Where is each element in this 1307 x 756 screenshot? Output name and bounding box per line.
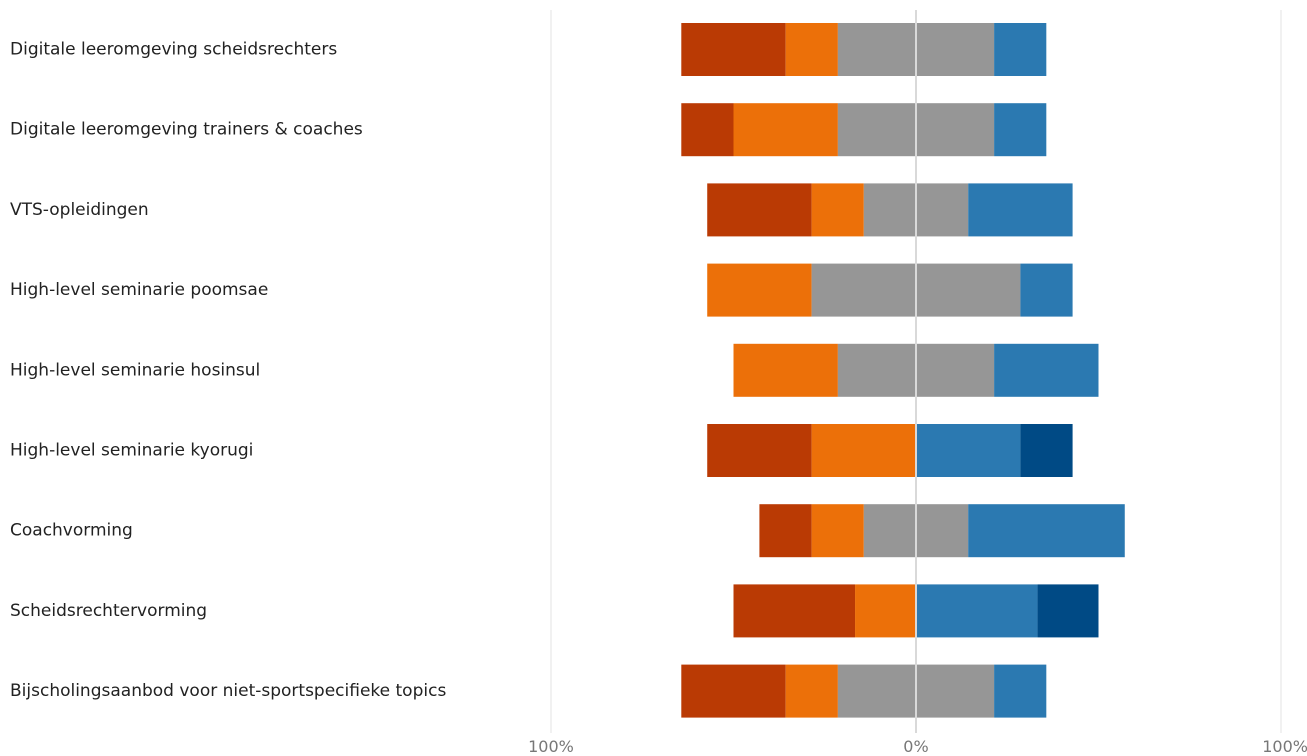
- bar-segment: [855, 584, 916, 638]
- category-label: Digitale leeromgeving trainers & coaches: [10, 120, 363, 140]
- bar-segment: [707, 424, 812, 477]
- category-label: Scheidsrechtervorming: [10, 601, 207, 621]
- bar-segment: [707, 183, 812, 237]
- bar-segment: [681, 23, 786, 76]
- bar-layer: [681, 23, 1125, 718]
- bar-segment: [811, 424, 916, 477]
- bar-segment: [1020, 424, 1073, 477]
- bar-segment: [733, 584, 856, 638]
- bar-segment: [968, 504, 1125, 558]
- bar-segment: [681, 103, 734, 157]
- bar-segment: [994, 103, 1047, 157]
- bar-segment: [785, 664, 838, 718]
- bar-segment: [994, 664, 1047, 718]
- grid-layer: [550, 10, 1282, 733]
- bar-segment: [707, 263, 812, 317]
- bar-segment: [785, 23, 838, 76]
- x-tick-label: 100%: [1262, 737, 1307, 756]
- bar-segment: [811, 183, 864, 237]
- bar-segment: [994, 23, 1047, 76]
- bar-segment: [681, 664, 786, 718]
- bar-segment: [811, 504, 864, 558]
- category-label: High-level seminarie poomsae: [10, 280, 268, 300]
- category-label: Digitale leeromgeving scheidsrechters: [10, 40, 337, 60]
- category-label: VTS-opleidingen: [10, 200, 149, 220]
- bar-segment: [759, 504, 812, 558]
- bar-segment: [733, 103, 838, 157]
- x-tick-label: 100%: [528, 737, 574, 756]
- category-label: Coachvorming: [10, 521, 133, 541]
- category-label: High-level seminarie kyorugi: [10, 441, 253, 461]
- bar-segment: [916, 424, 1021, 477]
- bar-segment: [968, 183, 1073, 237]
- bar-segment: [1037, 584, 1099, 638]
- x-axis-ticks: 100% 0% 100%: [528, 737, 1307, 756]
- category-label: Bijscholingsaanbod voor niet-sportspecif…: [10, 681, 446, 701]
- bar-segment: [994, 343, 1099, 397]
- category-labels: Digitale leeromgeving scheidsrechters Dig…: [10, 40, 446, 702]
- bar-segment: [733, 343, 838, 397]
- bar-segment: [916, 584, 1038, 638]
- x-tick-label: 0%: [903, 737, 928, 756]
- category-label: High-level seminarie hosinsul: [10, 360, 260, 380]
- bar-segment: [1020, 263, 1073, 317]
